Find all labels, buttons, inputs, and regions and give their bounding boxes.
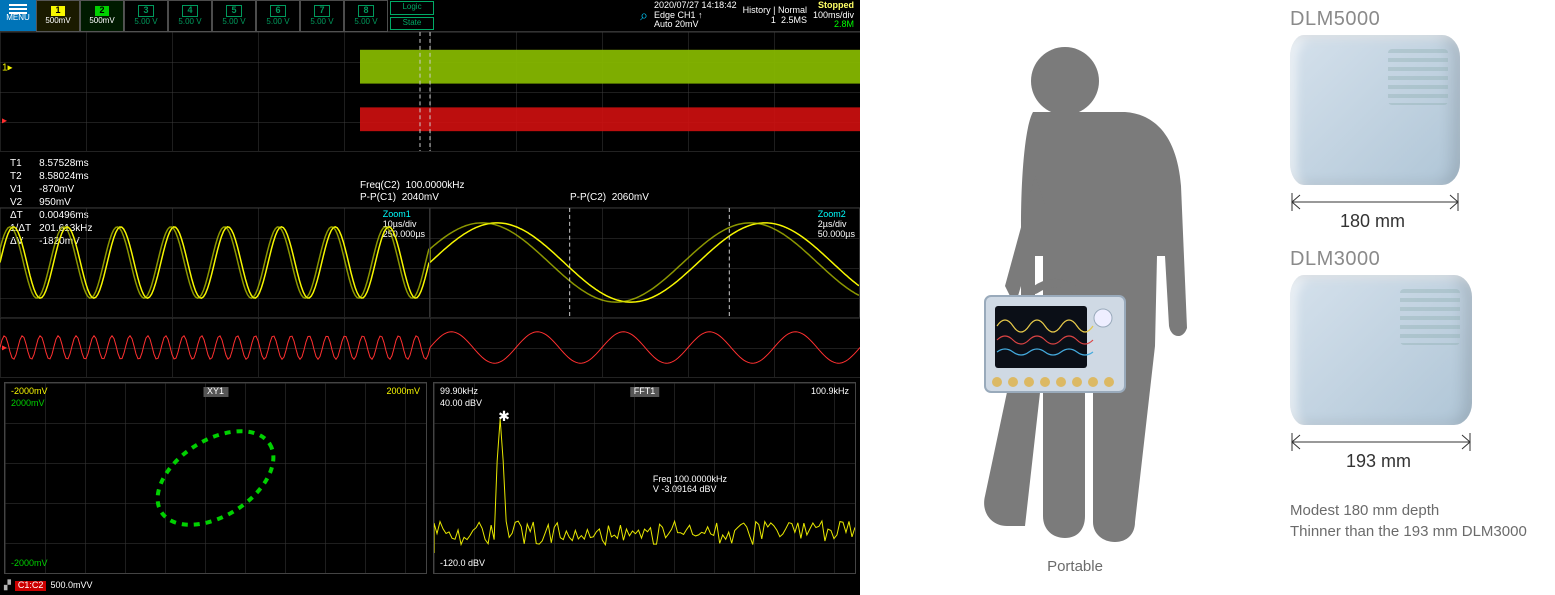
- svg-text:✱: ✱: [498, 408, 510, 424]
- channel-scale: 5.00 V: [354, 18, 377, 27]
- dimension-arrow-icon: [1290, 431, 1472, 453]
- depth-value: 180 mm: [1340, 211, 1405, 232]
- channel-number: 7: [314, 5, 329, 17]
- table-row: V2950mV: [10, 197, 99, 208]
- waveform-zone-main: 1▸ ▸: [0, 32, 860, 152]
- depth-note: Modest 180 mm depth Thinner than the 193…: [1290, 500, 1545, 542]
- zoom2-panel: Zoom2 2µs/div 50.000µs: [430, 208, 860, 318]
- pp-c2: P-P(C2) 2060mV: [570, 192, 649, 203]
- device-side-icon: [1290, 275, 1472, 425]
- channel-6-box[interactable]: 65.00 V: [256, 0, 300, 32]
- product-name: DLM5000: [1290, 8, 1380, 31]
- freq-c2: Freq(C2) 100.0000kHz: [360, 180, 465, 191]
- carried-scope-icon: [985, 283, 1125, 392]
- depth-comparison: DLM5000 180 mm DLM3000 193 mm Modest 180 mm…: [1290, 0, 1555, 595]
- channel-number: 1: [51, 6, 64, 16]
- scope-topbar: MENU 1500mV2500mV35.00 V45.00 V55.00 V65…: [0, 0, 860, 32]
- history-index: 1 2.5MS: [771, 16, 807, 26]
- channel-8-box[interactable]: 85.00 V: [344, 0, 388, 32]
- channel-scale: 500mV: [45, 17, 70, 26]
- search-icon[interactable]: ⌕: [640, 8, 648, 23]
- channel-scale: 5.00 V: [266, 18, 289, 27]
- pp-c1: P-P(C1) 2040mV: [360, 192, 439, 203]
- channel-scale: 5.00 V: [134, 18, 157, 27]
- dimension-row: [1290, 431, 1472, 453]
- waveform-zone-red: ▸: [0, 318, 860, 378]
- channel-5-box[interactable]: 55.00 V: [212, 0, 256, 32]
- topbar-status: ⌕ 2020/07/27 14:18:42 Edge CH1 ↑ Auto 20…: [640, 0, 860, 31]
- channel-number: 2: [95, 6, 108, 16]
- product-dlm5000: DLM5000 180 mm: [1290, 6, 1545, 246]
- device-side-icon: [1290, 35, 1460, 185]
- portable-caption: Portable: [1047, 558, 1103, 575]
- oscilloscope-screenshot: MENU 1500mV2500mV35.00 V45.00 V55.00 V65…: [0, 0, 860, 595]
- channel-4-box[interactable]: 45.00 V: [168, 0, 212, 32]
- dimension-row: [1290, 191, 1460, 213]
- fft-panel: 99.90kHz 40.00 dBV FFT1 100.9kHz -120.0 …: [433, 382, 856, 574]
- cursor-measurements: T18.57528msT28.58024msV1-870mVV2950mVΔT0…: [0, 152, 860, 208]
- channel-number: 8: [358, 5, 373, 17]
- footer-icon: ▞: [4, 581, 11, 591]
- product-dlm3000: DLM3000 193 mm: [1290, 246, 1545, 486]
- person-silhouette: [925, 26, 1225, 546]
- table-row: V1-870mV: [10, 184, 99, 195]
- menu-label: MENU: [6, 14, 30, 23]
- zoom1-panel: Zoom1 10µs/div 250.000µs: [0, 208, 430, 318]
- footer-value: 500.0mVV: [50, 581, 92, 591]
- channel-scale: 5.00 V: [178, 18, 201, 27]
- channel-7-box[interactable]: 75.00 V: [300, 0, 344, 32]
- channel-3-box[interactable]: 35.00 V: [124, 0, 168, 32]
- table-row: T28.58024ms: [10, 171, 99, 182]
- hamburger-icon: [9, 8, 27, 10]
- trigger-line2: Auto 20mV: [654, 20, 699, 30]
- dimension-arrow-icon: [1290, 191, 1460, 213]
- channel-1-box[interactable]: 1500mV: [36, 0, 80, 32]
- depth-value: 193 mm: [1346, 451, 1411, 472]
- zoom-zone: Zoom1 10µs/div 250.000µs Zoom2 2µs/div 5…: [0, 208, 860, 318]
- channel-scale: 500mV: [89, 17, 114, 26]
- channel-2-box[interactable]: 2500mV: [80, 0, 124, 32]
- portable-illustration: Portable: [860, 0, 1290, 595]
- record-length: 2.8M: [834, 20, 854, 30]
- channel-number: 5: [226, 5, 241, 17]
- xy-panel: -2000mV XY1 2000mV 2000mV -2000mV: [4, 382, 427, 574]
- channel-scale: 5.00 V: [222, 18, 245, 27]
- channel-number: 3: [138, 5, 153, 17]
- bottom-panels: -2000mV XY1 2000mV 2000mV -2000mV 99.90k…: [0, 378, 860, 578]
- state-toggle[interactable]: State: [390, 17, 434, 31]
- product-name: DLM3000: [1290, 248, 1380, 271]
- channel-number: 6: [270, 5, 285, 17]
- channel-number: 4: [182, 5, 197, 17]
- channel-scale: 5.00 V: [310, 18, 333, 27]
- menu-button[interactable]: MENU: [0, 0, 36, 31]
- channel-boxes: 1500mV2500mV35.00 V45.00 V55.00 V65.00 V…: [36, 0, 388, 31]
- table-row: T18.57528ms: [10, 158, 99, 169]
- scope-footer: ▞ C1:C2 500.0mVV: [0, 577, 96, 595]
- logic-toggle[interactable]: Logic: [390, 1, 434, 15]
- footer-badge: C1:C2: [15, 581, 47, 591]
